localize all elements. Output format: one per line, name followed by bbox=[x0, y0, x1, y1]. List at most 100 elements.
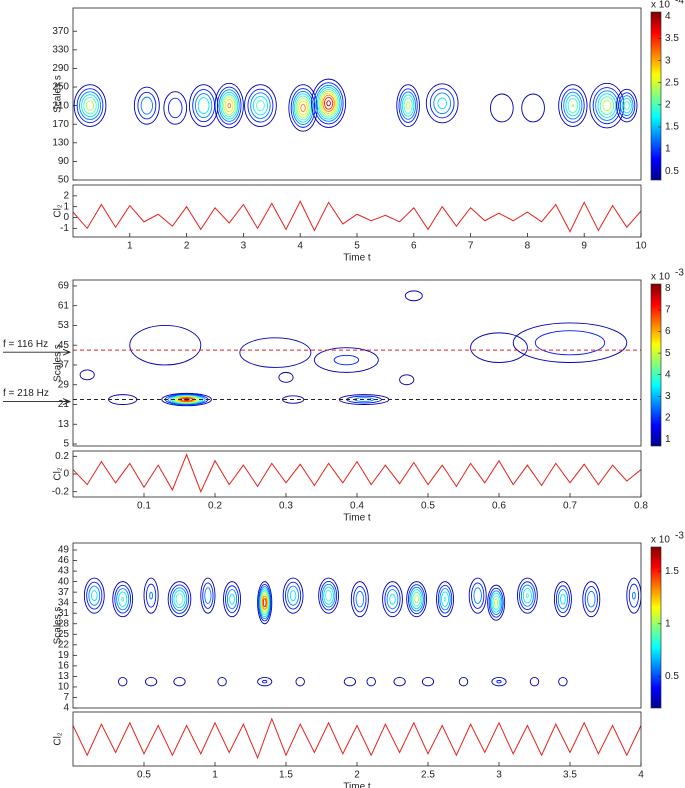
contour-line bbox=[407, 584, 426, 615]
contour-line bbox=[557, 589, 569, 610]
contour-line bbox=[404, 290, 423, 302]
contour-line bbox=[321, 92, 337, 114]
contour-line bbox=[218, 89, 240, 122]
axes-box bbox=[72, 450, 642, 498]
contour-line bbox=[260, 590, 270, 616]
contour-line bbox=[353, 585, 367, 613]
contour-line bbox=[522, 587, 532, 604]
signal-line bbox=[72, 453, 642, 493]
y-tick-label: 90 bbox=[58, 156, 70, 167]
contour-line bbox=[343, 677, 357, 687]
axes-box bbox=[72, 542, 642, 709]
contour-line bbox=[292, 90, 314, 125]
contour-line bbox=[86, 100, 95, 111]
x-tick-label: 9 bbox=[581, 241, 587, 252]
contour-line bbox=[258, 586, 271, 620]
contour-line bbox=[114, 584, 132, 614]
colorbar-tick-label: 1.5 bbox=[665, 122, 679, 133]
y-axis-label: Scales s bbox=[53, 607, 64, 645]
axes-box bbox=[72, 279, 642, 447]
y-tick-label: 31 bbox=[58, 608, 70, 619]
contour-line bbox=[470, 332, 528, 363]
colorbar-label: x 10 bbox=[651, 535, 670, 546]
contour-line bbox=[216, 86, 242, 125]
contour-line bbox=[116, 588, 130, 611]
contour-line bbox=[296, 97, 310, 118]
contour-line bbox=[315, 84, 342, 122]
y-tick-label: 25 bbox=[58, 629, 70, 640]
colorbar-tick-label: 2 bbox=[665, 99, 671, 110]
y-tick-label: 40 bbox=[58, 576, 70, 587]
x-tick-label: 4 bbox=[638, 770, 644, 781]
x-axis-label: Time t bbox=[343, 253, 371, 264]
contour-line bbox=[582, 581, 601, 618]
contour-line bbox=[320, 580, 338, 611]
contour-line bbox=[295, 677, 305, 687]
contour-line bbox=[521, 93, 545, 123]
contour-line bbox=[512, 322, 628, 363]
contour-line bbox=[171, 587, 188, 612]
y-tick-label: 5 bbox=[63, 439, 69, 450]
y-tick-label: -1 bbox=[60, 223, 69, 234]
contour-line bbox=[217, 677, 227, 687]
contour-line bbox=[258, 583, 272, 622]
contour-line bbox=[386, 589, 399, 610]
y-tick-label: 28 bbox=[58, 618, 70, 629]
contour-line bbox=[325, 589, 333, 602]
contour-line bbox=[129, 325, 202, 366]
contour-line bbox=[118, 591, 128, 607]
colorbar-tick-label: 7 bbox=[665, 305, 671, 316]
y-tick-label: -0.2 bbox=[52, 486, 70, 497]
contour-line bbox=[323, 586, 334, 605]
contour-line bbox=[257, 677, 273, 687]
x-tick-label: 0.3 bbox=[279, 501, 293, 512]
contour-line bbox=[421, 677, 435, 687]
contour-line bbox=[167, 581, 192, 618]
colorbar-tick-label: 3 bbox=[665, 391, 671, 402]
colorbar-tick-label: 4 bbox=[665, 11, 671, 22]
colorbar bbox=[650, 283, 662, 447]
contour-line bbox=[471, 582, 485, 609]
y-tick-label: 7 bbox=[63, 692, 69, 703]
contour-line bbox=[149, 591, 153, 600]
y-tick-label: 49 bbox=[58, 545, 70, 556]
colorbar-tick-label: 6 bbox=[665, 326, 671, 337]
y-tick-label: 19 bbox=[58, 650, 70, 661]
colorbar bbox=[650, 546, 662, 709]
colorbar-tick-label: 1.5 bbox=[665, 566, 679, 577]
contour-line bbox=[620, 95, 634, 117]
colorbar-tick-label: 0.5 bbox=[665, 166, 679, 177]
y-tick-label: 45 bbox=[58, 340, 70, 351]
contour-line bbox=[519, 581, 536, 611]
contour-line bbox=[350, 581, 369, 618]
contour-line bbox=[262, 679, 268, 684]
contour-line bbox=[410, 589, 423, 610]
contour-line bbox=[584, 585, 598, 613]
colorbar-exponent: -3 bbox=[675, 268, 684, 279]
x-tick-label: 0.1 bbox=[137, 501, 151, 512]
signal-line bbox=[72, 200, 642, 233]
contour-line bbox=[384, 585, 401, 614]
contour-line bbox=[602, 100, 612, 112]
y-tick-label: 330 bbox=[52, 44, 69, 55]
contour-line bbox=[140, 96, 153, 115]
y-tick-label: 10 bbox=[58, 682, 70, 693]
contour-line bbox=[91, 590, 98, 602]
y-tick-label: 13 bbox=[58, 671, 70, 682]
contour-line bbox=[192, 89, 216, 123]
contour-line bbox=[204, 587, 212, 604]
contour-line bbox=[560, 593, 566, 605]
contours bbox=[73, 78, 638, 132]
contour-line bbox=[88, 585, 101, 606]
y-tick-label: 61 bbox=[58, 300, 70, 311]
contour-line bbox=[318, 577, 339, 614]
contour-line bbox=[257, 581, 273, 625]
contour-line bbox=[262, 598, 267, 608]
contour-line bbox=[405, 101, 411, 110]
contour-line bbox=[487, 584, 506, 621]
contour-line bbox=[437, 97, 448, 110]
contour-line bbox=[79, 369, 95, 381]
colorbar-tick-label: 8 bbox=[665, 283, 671, 294]
contour-line bbox=[496, 679, 502, 684]
contour-line bbox=[443, 596, 447, 602]
